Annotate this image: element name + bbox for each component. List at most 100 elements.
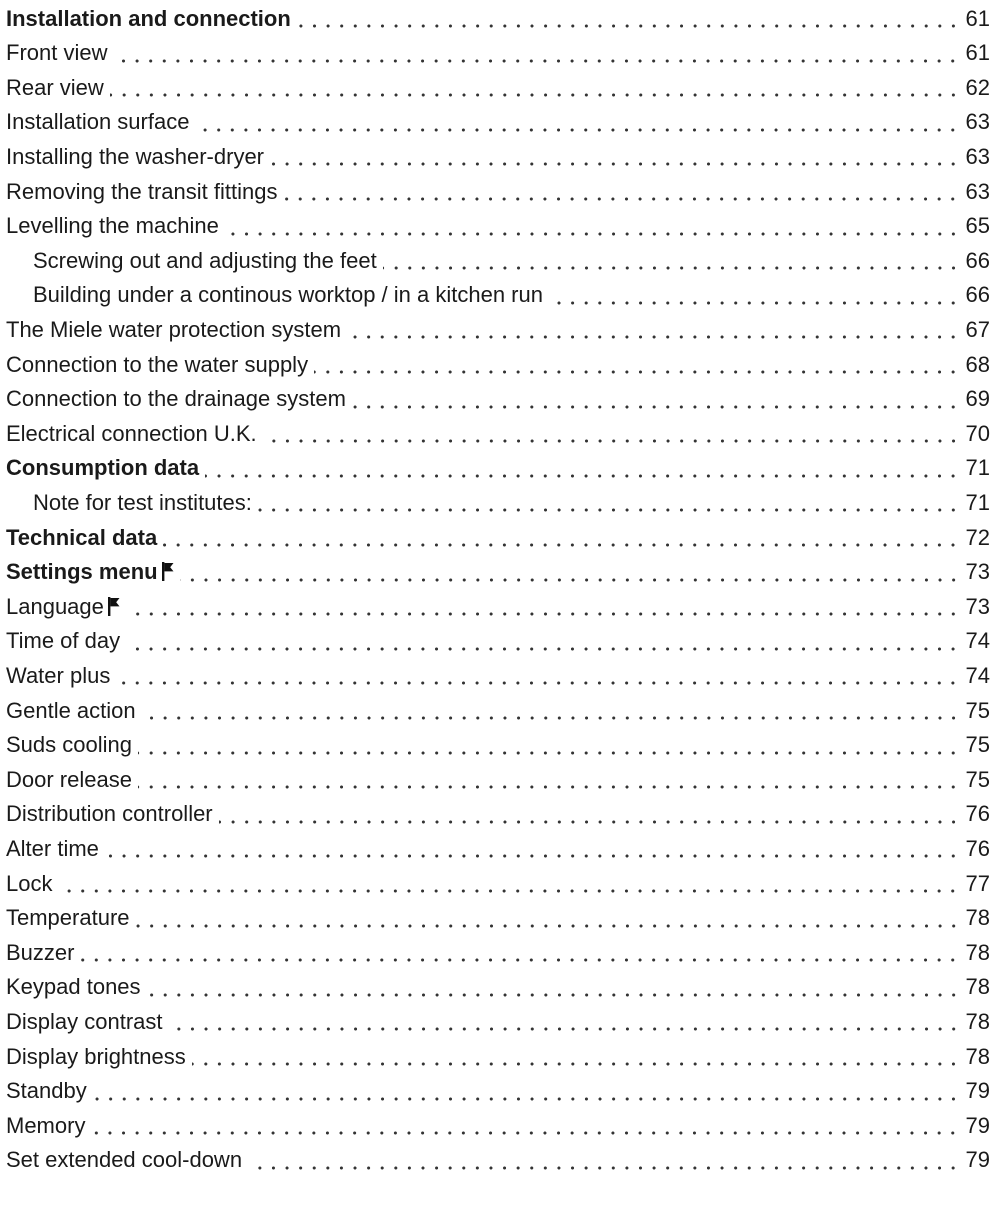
dot-leader bbox=[104, 854, 960, 859]
toc-entry-title-text: Temperature bbox=[6, 905, 130, 931]
dot-leader bbox=[141, 716, 960, 720]
toc-entry[interactable]: Temperature 78 bbox=[0, 900, 990, 937]
dot-leader bbox=[163, 543, 960, 547]
toc-entry[interactable]: Rear view 62 bbox=[0, 69, 990, 106]
toc-entry-title-text: Removing the transit fittings bbox=[6, 178, 278, 204]
toc-entry-title: Time of day bbox=[0, 628, 123, 655]
dot-leader bbox=[58, 889, 960, 893]
toc-entry[interactable]: Settings menu 73 bbox=[0, 554, 990, 591]
toc-entry-title-text: Settings menu bbox=[6, 559, 158, 585]
toc-entry-title-text: Screwing out and adjusting the feet bbox=[33, 247, 377, 273]
toc-entry-title-text: The Miele water protection system bbox=[6, 316, 342, 342]
toc-entry[interactable]: Lock 77 bbox=[0, 865, 990, 902]
toc-entry-title: Alter time bbox=[0, 835, 101, 862]
toc-entry-title-text: Note for test institutes: bbox=[33, 489, 252, 515]
toc-entry-page-number: 70 bbox=[965, 420, 990, 446]
toc-entry[interactable]: Technical data 72 bbox=[0, 519, 990, 556]
toc-entry[interactable]: Memory 79 bbox=[0, 1107, 990, 1144]
toc-entry[interactable]: Installing the washer-dryer 63 bbox=[0, 138, 990, 175]
toc-entry-title: Temperature bbox=[0, 905, 132, 932]
toc-entry-title: Buzzer bbox=[0, 939, 77, 966]
toc-entry[interactable]: Buzzer 78 bbox=[0, 934, 990, 971]
toc-entry-title-text: Technical data bbox=[6, 524, 158, 550]
toc-entry-title-text: Set extended cool-down bbox=[6, 1147, 243, 1173]
toc-entry-title: Lock bbox=[0, 870, 55, 897]
toc-entry[interactable]: Door release 75 bbox=[0, 761, 990, 798]
toc-entry-title: Keypad tones bbox=[0, 974, 143, 1001]
toc-entry-title: Connection to the water supply bbox=[0, 351, 311, 378]
toc-entry-title-text: Levelling the machine bbox=[6, 213, 219, 239]
toc-entry-page-number: 61 bbox=[965, 40, 990, 66]
toc-entry-page-number: 76 bbox=[965, 835, 990, 861]
toc-entry[interactable]: Standby 79 bbox=[0, 1073, 990, 1110]
toc-entry[interactable]: Language 73 bbox=[0, 588, 990, 625]
toc-entry[interactable]: Keypad tones 78 bbox=[0, 969, 990, 1006]
toc-entry-page-number: 65 bbox=[965, 213, 990, 239]
toc-entry[interactable]: Display brightness 78 bbox=[0, 1038, 990, 1075]
toc-entry[interactable]: Installation and connection 61 bbox=[0, 0, 990, 37]
toc-entry-page-number: 78 bbox=[965, 939, 990, 965]
toc-entry-page-number: 63 bbox=[965, 143, 990, 169]
toc-entry-page-number: 62 bbox=[965, 74, 990, 100]
toc-entry[interactable]: Removing the transit fittings 63 bbox=[0, 173, 990, 210]
dot-leader bbox=[257, 508, 960, 513]
toc-entry[interactable]: Electrical connection U.K. 70 bbox=[0, 415, 990, 452]
dot-leader bbox=[347, 335, 960, 340]
toc-entry[interactable]: Alter time 76 bbox=[0, 830, 990, 867]
toc-entry-title-text: Gentle action bbox=[6, 697, 136, 723]
toc-entry[interactable]: Gentle action 75 bbox=[0, 692, 990, 729]
toc-entry[interactable]: Screwing out and adjusting the feet 66 bbox=[0, 242, 990, 279]
toc-entry-page-number: 74 bbox=[965, 628, 990, 654]
toc-entry-title: Rear view bbox=[0, 74, 106, 101]
toc-entry[interactable]: Time of day 74 bbox=[0, 623, 990, 660]
dot-leader bbox=[314, 370, 960, 374]
toc-entry[interactable]: Levelling the machine 65 bbox=[0, 208, 990, 245]
toc-entry-title-text: Installation surface bbox=[6, 109, 190, 135]
toc-entry-page-number: 71 bbox=[965, 489, 990, 515]
dot-leader bbox=[126, 646, 960, 651]
toc-entry-title: Electrical connection U.K. bbox=[0, 420, 259, 447]
toc-entry-title: Levelling the machine bbox=[0, 213, 221, 240]
toc-entry[interactable]: Building under a continous worktop / in … bbox=[0, 277, 990, 314]
dot-leader bbox=[92, 1096, 960, 1101]
toc-entry-title: Front view bbox=[0, 40, 110, 67]
toc-entry-page-number: 74 bbox=[965, 662, 990, 688]
flag-icon bbox=[107, 596, 120, 616]
toc-entry[interactable]: Display contrast 78 bbox=[0, 1003, 990, 1040]
dot-leader bbox=[109, 93, 960, 98]
toc-entry-title: Technical data bbox=[0, 524, 160, 551]
toc-entry[interactable]: Note for test institutes: 71 bbox=[0, 484, 990, 521]
toc-entry[interactable]: Water plus 74 bbox=[0, 657, 990, 694]
toc-entry-page-number: 79 bbox=[965, 1147, 990, 1173]
toc-entry-title-text: Keypad tones bbox=[6, 974, 141, 1000]
toc-entry[interactable]: Connection to the water supply 68 bbox=[0, 346, 990, 383]
toc-entry[interactable]: Installation surface 63 bbox=[0, 104, 990, 141]
toc-entry[interactable]: Connection to the drainage system 69 bbox=[0, 381, 990, 418]
toc-entry[interactable]: The Miele water protection system 67 bbox=[0, 311, 990, 348]
toc-entry-title: Building under a continous worktop / in … bbox=[0, 282, 545, 309]
toc-entry-page-number: 67 bbox=[965, 316, 990, 342]
toc-entry-page-number: 69 bbox=[965, 386, 990, 412]
toc-entry-page-number: 66 bbox=[965, 247, 990, 273]
toc-entry-title: Settings menu bbox=[0, 559, 176, 586]
dot-leader bbox=[179, 577, 960, 582]
toc-entry-page-number: 79 bbox=[965, 1078, 990, 1104]
toc-entry-page-number: 61 bbox=[965, 5, 990, 31]
toc-entry-title-text: Distribution controller bbox=[6, 801, 213, 827]
dot-leader bbox=[224, 231, 960, 236]
toc-entry-title: Connection to the drainage system bbox=[0, 386, 348, 413]
toc-entry-page-number: 76 bbox=[965, 801, 990, 827]
toc-entry[interactable]: Consumption data 71 bbox=[0, 450, 990, 487]
toc-entry-title-text: Connection to the drainage system bbox=[6, 386, 346, 412]
dot-leader bbox=[191, 1062, 960, 1066]
toc-entry-title: Set extended cool-down bbox=[0, 1147, 245, 1174]
toc-entry[interactable]: Distribution controller 76 bbox=[0, 796, 990, 833]
toc-entry[interactable]: Set extended cool-down 79 bbox=[0, 1142, 990, 1179]
toc-entry-title: Gentle action bbox=[0, 697, 138, 724]
dot-leader bbox=[137, 750, 960, 755]
dot-leader bbox=[137, 785, 960, 790]
toc-entry-title-text: Water plus bbox=[6, 662, 111, 688]
toc-entry[interactable]: Suds cooling 75 bbox=[0, 727, 990, 764]
toc-entry[interactable]: Front view 61 bbox=[0, 35, 990, 72]
toc-entry-title: Installing the washer-dryer bbox=[0, 143, 267, 170]
